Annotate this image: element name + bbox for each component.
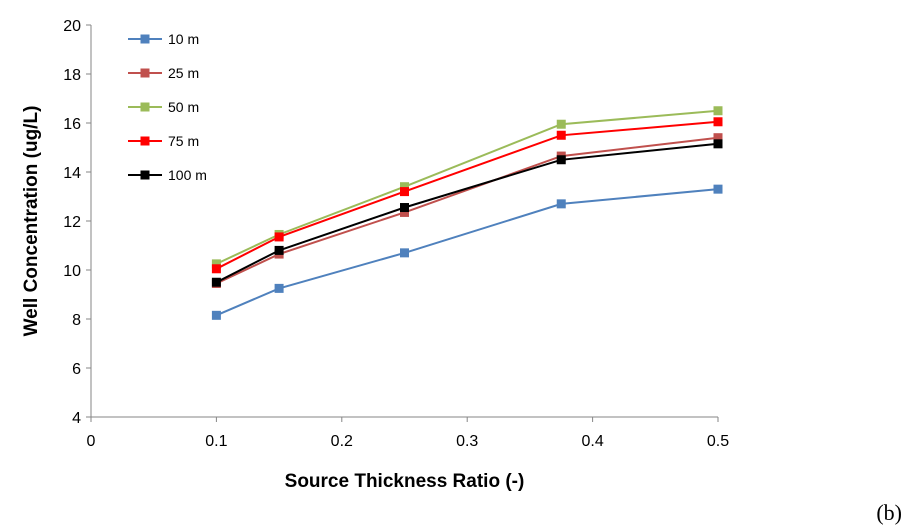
x-tick-label: 0.4	[581, 433, 603, 450]
x-tick-label: 0.5	[707, 433, 729, 450]
series-100-m	[211, 139, 723, 287]
y-tick-label: 12	[63, 214, 81, 231]
y-axis-title: Well Concentration (ug/L)	[21, 106, 42, 337]
x-tick-label: 0.3	[456, 433, 478, 450]
legend-entry: 25 m	[128, 65, 199, 81]
y-tick-label: 6	[72, 361, 81, 378]
panel-label: (b)	[876, 500, 902, 525]
legend-label: 50 m	[168, 99, 199, 115]
data-point	[211, 259, 221, 269]
y-tick-label: 14	[63, 165, 81, 182]
legend-marker	[140, 68, 150, 78]
series-50-m	[211, 106, 723, 269]
legend-marker	[140, 136, 150, 146]
data-point	[400, 203, 409, 213]
series-line	[215, 109, 719, 265]
series-line	[215, 136, 719, 285]
x-tick-label: 0	[87, 433, 96, 450]
legend-marker	[140, 102, 150, 112]
data-point	[713, 184, 723, 194]
y-tick-label: 16	[63, 116, 81, 133]
legend-label: 25 m	[168, 65, 199, 81]
data-point	[713, 139, 723, 149]
x-tick-label: 0.1	[205, 433, 227, 450]
series-10-m	[211, 184, 723, 320]
legend: 10 m 25 m 50 m 75 m 100 m	[128, 31, 207, 183]
data-point	[400, 248, 409, 258]
data-point	[274, 245, 284, 255]
data-point	[274, 283, 284, 293]
legend-label: 10 m	[168, 31, 199, 47]
legend-entry: 10 m	[128, 31, 199, 47]
data-point	[556, 199, 566, 209]
legend-marker	[140, 34, 150, 44]
series-75-m	[211, 117, 723, 274]
data-point	[713, 106, 723, 116]
axes: 4 6 8 10 12 14 16 18 20 0 0.1 0.2 0.3 0.4 0.5	[63, 18, 729, 450]
data-point	[556, 119, 566, 129]
legend-entry: 75 m	[128, 133, 199, 149]
y-tick-label: 10	[63, 263, 81, 280]
legend-label: 100 m	[168, 167, 207, 183]
data-point	[713, 117, 723, 127]
data-point	[211, 277, 221, 287]
series-layer	[211, 106, 723, 320]
data-point	[211, 264, 221, 274]
data-point	[713, 133, 723, 143]
legend-label: 75 m	[168, 133, 199, 149]
data-point	[211, 310, 221, 320]
legend-entry: 100 m	[128, 167, 207, 183]
series-25-m	[211, 133, 723, 288]
y-tick-label: 4	[72, 410, 81, 427]
data-point	[400, 187, 409, 197]
series-line	[215, 142, 719, 284]
y-tick-label: 20	[63, 18, 81, 35]
data-point	[556, 155, 566, 165]
data-point	[400, 207, 409, 217]
series-line	[216, 188, 719, 317]
y-tick-label: 8	[72, 312, 81, 329]
x-axis-title: Source Thickness Ratio (-)	[285, 471, 525, 492]
data-point	[274, 232, 284, 242]
legend-marker	[140, 170, 150, 180]
data-point	[400, 182, 409, 192]
y-tick-label: 18	[63, 67, 81, 84]
legend-entry: 50 m	[128, 99, 199, 115]
data-point	[556, 130, 566, 140]
x-tick-label: 0.2	[331, 433, 353, 450]
